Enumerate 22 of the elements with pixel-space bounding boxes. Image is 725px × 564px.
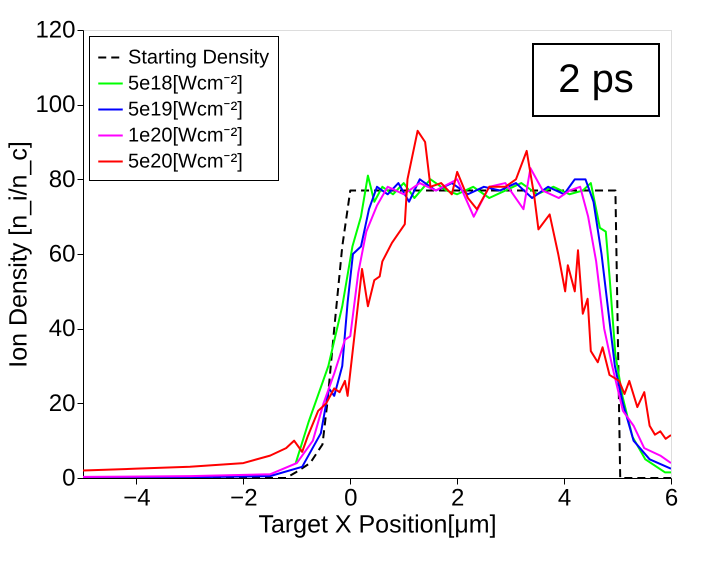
y-tick-label: 60 (48, 240, 76, 268)
x-tick-label: 2 (451, 484, 464, 512)
x-tick-label: 4 (558, 484, 572, 512)
x-tick-label: 0 (344, 484, 358, 512)
legend-label: 5e19[Wcm⁻²] (128, 98, 243, 120)
y-axis-title: Ion Density [n_i/n_c] (4, 141, 32, 368)
legend-label: 1e20[Wcm⁻²] (128, 124, 243, 146)
x-tick-label: 6 (664, 484, 678, 512)
x-axis-title: Target X Position[μm] (258, 510, 497, 538)
x-tick-label: −4 (123, 484, 151, 512)
y-tick-label: 120 (35, 16, 76, 44)
legend-label: 5e18[Wcm⁻²] (128, 72, 243, 94)
legend-label: Starting Density (128, 46, 270, 68)
y-tick-label: 20 (48, 390, 76, 417)
x-tick-label: −2 (230, 484, 258, 512)
line-series (294, 174, 671, 474)
legend-label: 5e20[Wcm⁻²] (128, 150, 243, 172)
annotation: 2 ps (558, 57, 634, 101)
y-tick-label: 0 (62, 464, 76, 492)
y-tick-label: 80 (48, 166, 76, 193)
y-tick-label: 40 (48, 315, 76, 342)
y-tick-label: 100 (35, 91, 76, 118)
